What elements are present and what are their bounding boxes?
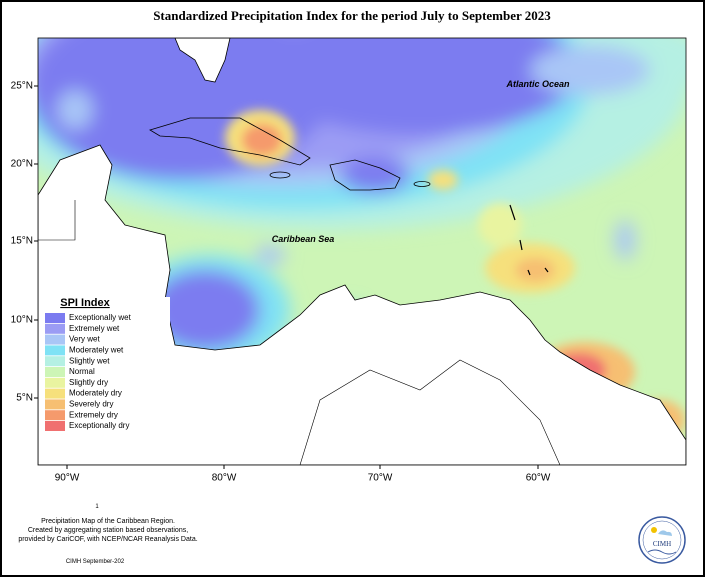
legend-swatch [45, 388, 65, 399]
footer-line: Created by aggregating station based obs… [28, 527, 188, 534]
legend-label: Severely dry [69, 400, 113, 409]
x-tick-label: 90°W [55, 473, 80, 484]
legend-label: Moderately wet [69, 346, 124, 355]
legend-label: Moderately dry [69, 389, 122, 398]
legend-swatch [45, 399, 65, 410]
legend-label: Normal [69, 367, 95, 376]
legend-swatch [45, 334, 65, 345]
y-tick-label: 10°N [11, 315, 33, 326]
legend-label: Extremely wet [69, 324, 120, 333]
legend-label: Very wet [69, 335, 100, 344]
footer-line: provided by CariCOF, with NCEP/NCAR Rean… [18, 536, 197, 543]
y-tick-label: 5°N [16, 393, 33, 404]
map-title: Standardized Precipitation Index for the… [153, 8, 551, 23]
legend-label: Exceptionally dry [69, 421, 129, 430]
logo-text: CIMH [653, 540, 671, 548]
y-tick-label: 25°N [11, 81, 33, 92]
legend: Exceptionally wet Extremely wet Very wet Mo… [45, 313, 132, 431]
legend-swatch [45, 421, 65, 431]
logo: CIMH [638, 516, 686, 564]
page-mark: 1 [95, 504, 99, 510]
legend-swatch [45, 356, 65, 367]
y-tick-label: 15°N [11, 236, 33, 247]
legend-swatch [45, 367, 65, 377]
legend-label: Slightly wet [69, 356, 110, 365]
x-tick-label: 60°W [526, 473, 551, 484]
legend-swatch [45, 410, 65, 421]
plot-border [37, 37, 687, 466]
legend-swatch [45, 313, 65, 323]
x-tick-label: 80°W [212, 473, 237, 484]
legend-label: Slightly dry [69, 378, 108, 387]
legend-swatch [45, 377, 65, 388]
legend-label: Extremely dry [69, 410, 118, 419]
legend-swatch [45, 345, 65, 356]
y-tick-label: 20°N [11, 159, 33, 170]
legend-title: SPI Index [60, 297, 110, 309]
ocean-label: Caribbean Sea [272, 234, 335, 244]
axis-ticks: 90°W 80°W 70°W 60°W 25°N 20°N 15°N 10°N 5°N [11, 81, 551, 484]
legend-label: Exceptionally wet [69, 313, 132, 322]
footer-credit: CIMH September-202 [66, 559, 125, 565]
footer-line: Precipitation Map of the Caribbean Regio… [41, 518, 175, 525]
x-tick-label: 70°W [368, 473, 393, 484]
ocean-label: Atlantic Ocean [505, 79, 570, 89]
legend-swatch [45, 323, 65, 334]
